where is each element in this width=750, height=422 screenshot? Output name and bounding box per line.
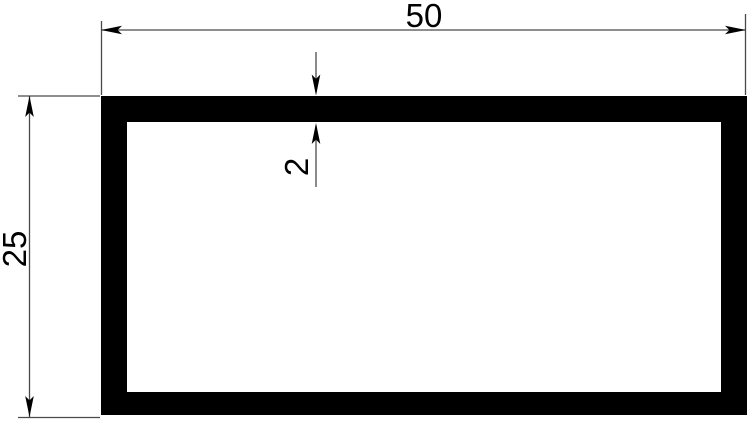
width-dimension: 50 <box>100 0 747 95</box>
thickness-dimension-label: 2 <box>278 158 315 176</box>
width-dimension-label: 50 <box>406 0 443 34</box>
width-arrow-left-icon <box>101 25 122 35</box>
height-dimension: 25 <box>0 95 100 419</box>
width-arrow-right-icon <box>725 25 746 35</box>
thickness-arrow-up-icon <box>311 123 321 144</box>
height-dimension-label: 25 <box>0 231 33 268</box>
height-arrow-down-icon <box>25 396 34 417</box>
thickness-arrow-down-icon <box>311 74 321 96</box>
wall-thickness-dimension: 2 <box>278 52 321 187</box>
tube-profile-cavity <box>127 122 721 392</box>
height-arrow-up-icon <box>25 96 34 117</box>
